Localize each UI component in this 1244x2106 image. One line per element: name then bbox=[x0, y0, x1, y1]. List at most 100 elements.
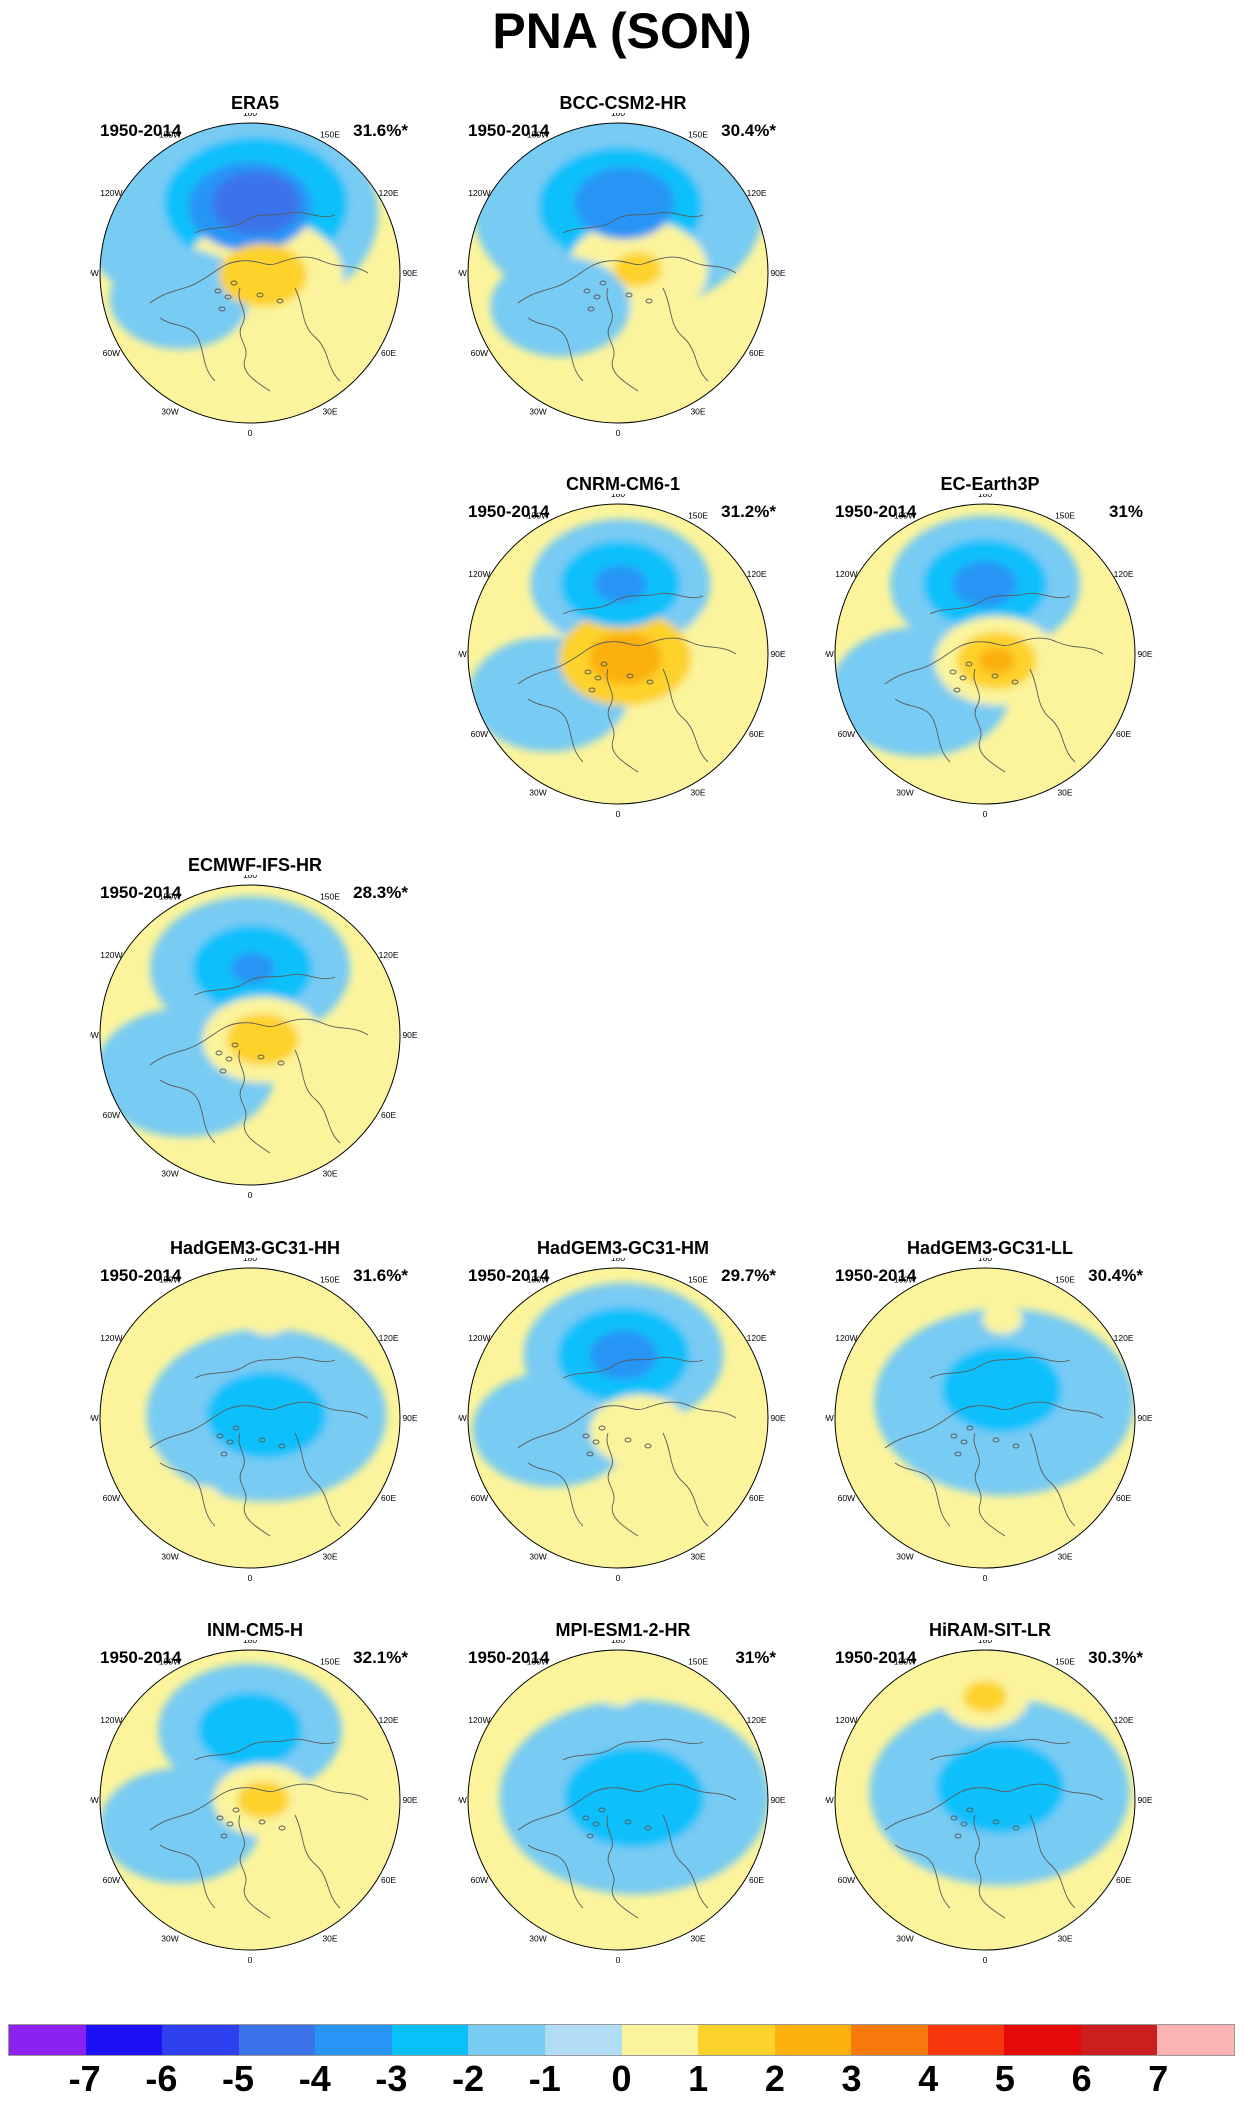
colorbar-swatch bbox=[698, 2025, 775, 2055]
panel-title: INM-CM5-H bbox=[207, 1620, 303, 1640]
longitude-label: 30W bbox=[529, 1552, 546, 1562]
coastline bbox=[149, 1738, 369, 1919]
anomaly-contour bbox=[472, 1371, 633, 1488]
map-boundary bbox=[834, 503, 1136, 805]
longitude-label: 30W bbox=[896, 1552, 913, 1562]
longitude-label: 0 bbox=[248, 428, 253, 438]
longitude-label: 150E bbox=[688, 129, 708, 139]
longitude-label: 150W bbox=[527, 1274, 549, 1284]
longitude-label: 90E bbox=[770, 1413, 785, 1423]
panel-title: EC-Earth3P bbox=[940, 474, 1040, 494]
map-boundary bbox=[467, 1267, 769, 1569]
longitude-label: 180 bbox=[611, 113, 625, 118]
longitude-label: 30E bbox=[1057, 788, 1072, 798]
longitude-label: 60W bbox=[103, 1493, 120, 1503]
longitude-label: 60W bbox=[471, 729, 488, 739]
longitude-label: 150W bbox=[894, 1656, 916, 1666]
longitude-label: 180 bbox=[611, 494, 625, 499]
anomaly-contour bbox=[564, 1746, 705, 1848]
longitude-label: 90W bbox=[825, 649, 834, 659]
colorbar-tick-label: 6 bbox=[1071, 2058, 1092, 2099]
map-boundary bbox=[99, 1267, 401, 1569]
longitude-label: 150E bbox=[688, 1274, 708, 1284]
longitude-label: 150W bbox=[527, 1656, 549, 1666]
panel-period: 1950-2014 bbox=[468, 121, 550, 140]
longitude-label: 60W bbox=[471, 1875, 488, 1885]
panel-period: 1950-2014 bbox=[468, 1648, 550, 1667]
panel-explained-variance: 29.7%* bbox=[721, 1266, 776, 1285]
panel-title: CNRM-CM6-1 bbox=[566, 474, 680, 494]
coastline bbox=[517, 1356, 737, 1537]
map-boundary bbox=[834, 1267, 1136, 1569]
longitude-label: 120W bbox=[468, 1333, 490, 1343]
longitude-label: 60E bbox=[749, 1875, 764, 1885]
anomaly-contour bbox=[226, 1013, 299, 1066]
longitude-label: 120E bbox=[1114, 1333, 1134, 1343]
longitude-label: 60E bbox=[749, 348, 764, 358]
longitude-label: 120E bbox=[379, 950, 399, 960]
colorbar-tick-label: -4 bbox=[298, 2058, 331, 2099]
longitude-label: 90W bbox=[90, 1795, 99, 1805]
longitude-label: 120E bbox=[379, 1333, 399, 1343]
coastline bbox=[884, 592, 1104, 773]
panel-period: 1950-2014 bbox=[100, 1648, 182, 1667]
longitude-label: 30E bbox=[322, 1934, 337, 1944]
longitude-label: 60E bbox=[749, 1493, 764, 1503]
anomaly-contour bbox=[245, 1303, 290, 1336]
colorbar-swatch bbox=[1080, 2025, 1158, 2055]
longitude-label: 90W bbox=[825, 1795, 834, 1805]
colorbar-tick-label: 0 bbox=[611, 2058, 632, 2099]
longitude-label: 90E bbox=[1137, 1413, 1152, 1423]
longitude-label: 30W bbox=[161, 1934, 178, 1944]
longitude-label: 0 bbox=[616, 1573, 621, 1583]
polar-map: 180 150E 120E 90E 60E 30E 0 30W 60W 90W 120W 150W bbox=[825, 1640, 1153, 1965]
longitude-label: 120E bbox=[747, 1333, 767, 1343]
panel-explained-variance: 31.6%* bbox=[353, 1266, 408, 1285]
panel-explained-variance: 30.4%* bbox=[1088, 1266, 1143, 1285]
panel-explained-variance: 31.2%* bbox=[721, 502, 776, 521]
panel-title: ERA5 bbox=[230, 93, 279, 113]
longitude-label: 60W bbox=[838, 1875, 855, 1885]
colorbar-tick-label: 1 bbox=[688, 2058, 709, 2099]
longitude-label: 120W bbox=[100, 950, 122, 960]
colorbar-swatch bbox=[774, 2025, 852, 2055]
figure-title: PNA (SON) bbox=[492, 3, 752, 59]
colorbar-swatch bbox=[927, 2025, 1005, 2055]
polar-map: 180 150E 120E 90E 60E 30E 0 30W 60W 90W 120W 150W bbox=[825, 1258, 1153, 1583]
longitude-label: 150W bbox=[159, 129, 181, 139]
map-panel: HadGEM3-GC31-HH 1950-2014 31.6%* 180 150E 120… bbox=[90, 1238, 420, 1588]
longitude-label: 90E bbox=[402, 1795, 417, 1805]
colorbar-swatch bbox=[468, 2025, 545, 2055]
longitude-label: 120W bbox=[835, 1333, 857, 1343]
longitude-label: 150E bbox=[1055, 1656, 1075, 1666]
colorbar-swatch bbox=[621, 2025, 699, 2055]
longitude-label: 60E bbox=[381, 1110, 396, 1120]
longitude-label: 150E bbox=[320, 891, 340, 901]
longitude-label: 90E bbox=[770, 268, 785, 278]
anomaly-contour bbox=[219, 243, 308, 307]
longitude-label: 150W bbox=[894, 510, 916, 520]
colorbar-tick-label: 3 bbox=[841, 2058, 862, 2099]
map-panel: BCC-CSM2-HR 1950-2014 30.4%* 180 150E 120E 90E… bbox=[458, 93, 788, 443]
panel-period: 1950-2014 bbox=[468, 1266, 550, 1285]
longitude-label: 30W bbox=[161, 407, 178, 417]
panel-explained-variance: 31% bbox=[1108, 502, 1143, 521]
longitude-label: 90E bbox=[402, 1030, 417, 1040]
longitude-label: 90W bbox=[458, 649, 467, 659]
panel-title: HiRAM-SIT-LR bbox=[929, 1620, 1051, 1640]
longitude-label: 60W bbox=[103, 348, 120, 358]
colorbar-tick-label: -2 bbox=[452, 2058, 485, 2099]
map-panel: INM-CM5-H 1950-2014 32.1%* 180 150E 120E 90E 60… bbox=[90, 1620, 420, 1970]
longitude-label: 120E bbox=[747, 188, 767, 198]
longitude-label: 150E bbox=[1055, 510, 1075, 520]
colorbar-swatch bbox=[544, 2025, 622, 2055]
longitude-label: 60E bbox=[381, 348, 396, 358]
longitude-label: 150E bbox=[320, 129, 340, 139]
longitude-label: 30E bbox=[690, 1934, 705, 1944]
longitude-label: 120E bbox=[1114, 569, 1134, 579]
map-panel: ECMWF-IFS-HR 1950-2014 28.3%* 180 150E 120E 90… bbox=[90, 855, 420, 1205]
longitude-label: 0 bbox=[616, 1955, 621, 1965]
panel-explained-variance: 30.4%* bbox=[721, 121, 776, 140]
longitude-label: 30W bbox=[896, 788, 913, 798]
longitude-label: 120E bbox=[379, 188, 399, 198]
